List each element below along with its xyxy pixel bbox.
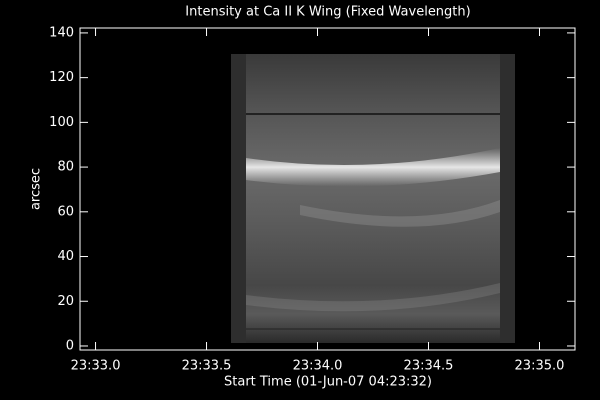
y-tick-label: 80 <box>57 160 74 175</box>
y-axis-label: arcsec <box>29 168 44 210</box>
y-tick-label: 0 <box>66 338 74 353</box>
x-tick-label: 23:35.0 <box>515 359 565 374</box>
secondary-band <box>300 200 500 227</box>
y-tick-label: 100 <box>49 115 74 130</box>
x-tick-label: 23:33.5 <box>182 359 232 374</box>
x-tick-label: 23:34.5 <box>404 359 454 374</box>
plot-frame <box>79 27 576 351</box>
x-tick-label: 23:33.0 <box>71 359 121 374</box>
y-tick-label: 40 <box>57 249 74 264</box>
bright-band <box>246 148 500 187</box>
y-tick-label: 60 <box>57 204 74 219</box>
y-tick-label: 140 <box>49 25 74 40</box>
y-tick-label: 20 <box>57 294 74 309</box>
y-tick-label: 120 <box>49 70 74 85</box>
x-axis-label: Start Time (01-Jun-07 04:23:32) <box>224 375 432 390</box>
x-tick-label: 23:34.0 <box>293 359 343 374</box>
intensity-image <box>231 54 515 343</box>
image-body <box>246 54 500 343</box>
chart-title: Intensity at Ca II K Wing (Fixed Wavelen… <box>185 5 470 20</box>
lower-band <box>246 283 500 312</box>
